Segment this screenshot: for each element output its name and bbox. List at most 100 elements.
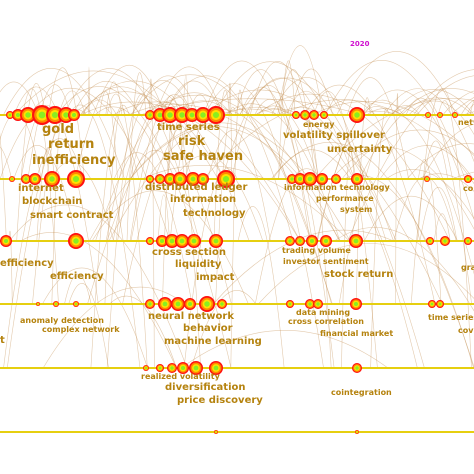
keyword: internet <box>18 183 64 194</box>
arc <box>215 106 237 305</box>
keyword: information technology <box>284 183 390 192</box>
arc <box>278 68 333 180</box>
arc <box>419 187 458 242</box>
arc <box>417 88 454 242</box>
arc <box>163 75 294 242</box>
arc <box>254 108 425 369</box>
arc <box>132 80 194 116</box>
node <box>189 112 195 118</box>
arc <box>181 330 389 369</box>
node <box>290 177 294 181</box>
arc <box>213 61 355 180</box>
node <box>148 302 152 306</box>
node <box>25 112 31 118</box>
keyword: price discovery <box>177 395 263 406</box>
arc <box>80 86 232 305</box>
node <box>24 177 28 181</box>
node <box>38 111 46 119</box>
keyword: return <box>48 137 94 152</box>
node <box>213 365 219 371</box>
node <box>297 176 303 182</box>
node <box>294 113 298 117</box>
node <box>170 366 174 370</box>
arc <box>221 106 443 305</box>
arc <box>126 72 147 242</box>
keyword: blockchain <box>22 196 82 207</box>
arc <box>3 68 125 180</box>
node <box>307 176 313 182</box>
arc <box>0 81 40 116</box>
keyword: behavior <box>183 323 233 334</box>
node <box>162 301 168 307</box>
arc <box>338 105 421 305</box>
node <box>191 238 197 244</box>
arc <box>91 190 249 305</box>
node <box>428 239 432 243</box>
arc <box>82 99 140 180</box>
arc <box>438 100 472 369</box>
arc <box>108 108 279 242</box>
arc <box>157 194 170 242</box>
arc <box>277 106 394 242</box>
node <box>215 431 217 433</box>
keyword: financial market <box>320 329 393 338</box>
arc <box>230 89 244 369</box>
arc <box>379 145 474 181</box>
node <box>308 302 312 306</box>
arc <box>347 75 474 242</box>
node <box>200 176 206 182</box>
arc <box>104 107 126 305</box>
node <box>353 238 359 244</box>
node <box>213 238 219 244</box>
arc <box>56 86 232 369</box>
arc <box>303 84 436 305</box>
keyword: anomaly detection <box>20 316 104 325</box>
node <box>175 301 181 307</box>
arc <box>278 60 296 180</box>
node <box>148 113 152 117</box>
node <box>466 177 470 181</box>
year-label: 2020 <box>350 40 370 48</box>
arc <box>395 93 399 305</box>
node <box>54 302 58 306</box>
arc <box>0 112 42 180</box>
arc <box>391 89 474 116</box>
keyword: efficiency <box>0 258 54 269</box>
node <box>322 113 326 117</box>
node <box>148 239 152 243</box>
node <box>443 239 447 243</box>
arc <box>336 51 457 116</box>
node <box>204 301 210 307</box>
keyword: data mining <box>296 308 350 317</box>
arc <box>0 132 7 242</box>
arc <box>105 75 199 242</box>
node <box>438 113 442 117</box>
arc <box>213 90 231 242</box>
arc <box>450 97 474 116</box>
node <box>148 177 152 181</box>
keyword: information <box>170 194 236 205</box>
arc <box>99 91 118 180</box>
arc <box>213 229 394 305</box>
arc <box>398 88 474 116</box>
arc <box>341 129 474 180</box>
node <box>37 303 39 305</box>
arc <box>413 69 474 116</box>
arc <box>27 84 71 180</box>
keyword: netw <box>458 118 474 127</box>
node <box>71 112 77 118</box>
node <box>334 177 338 181</box>
node <box>15 112 21 118</box>
arc <box>366 108 474 275</box>
arc <box>239 77 387 242</box>
arc <box>221 77 318 180</box>
arc <box>141 165 350 242</box>
keyword: time series <box>157 122 220 133</box>
keyword: machine learning <box>164 336 262 347</box>
keyword-nodes <box>0 105 472 434</box>
arc <box>254 98 335 369</box>
arc <box>258 243 474 305</box>
arc <box>130 149 180 180</box>
node <box>316 302 320 306</box>
keyword: distributed ledger <box>145 182 247 193</box>
